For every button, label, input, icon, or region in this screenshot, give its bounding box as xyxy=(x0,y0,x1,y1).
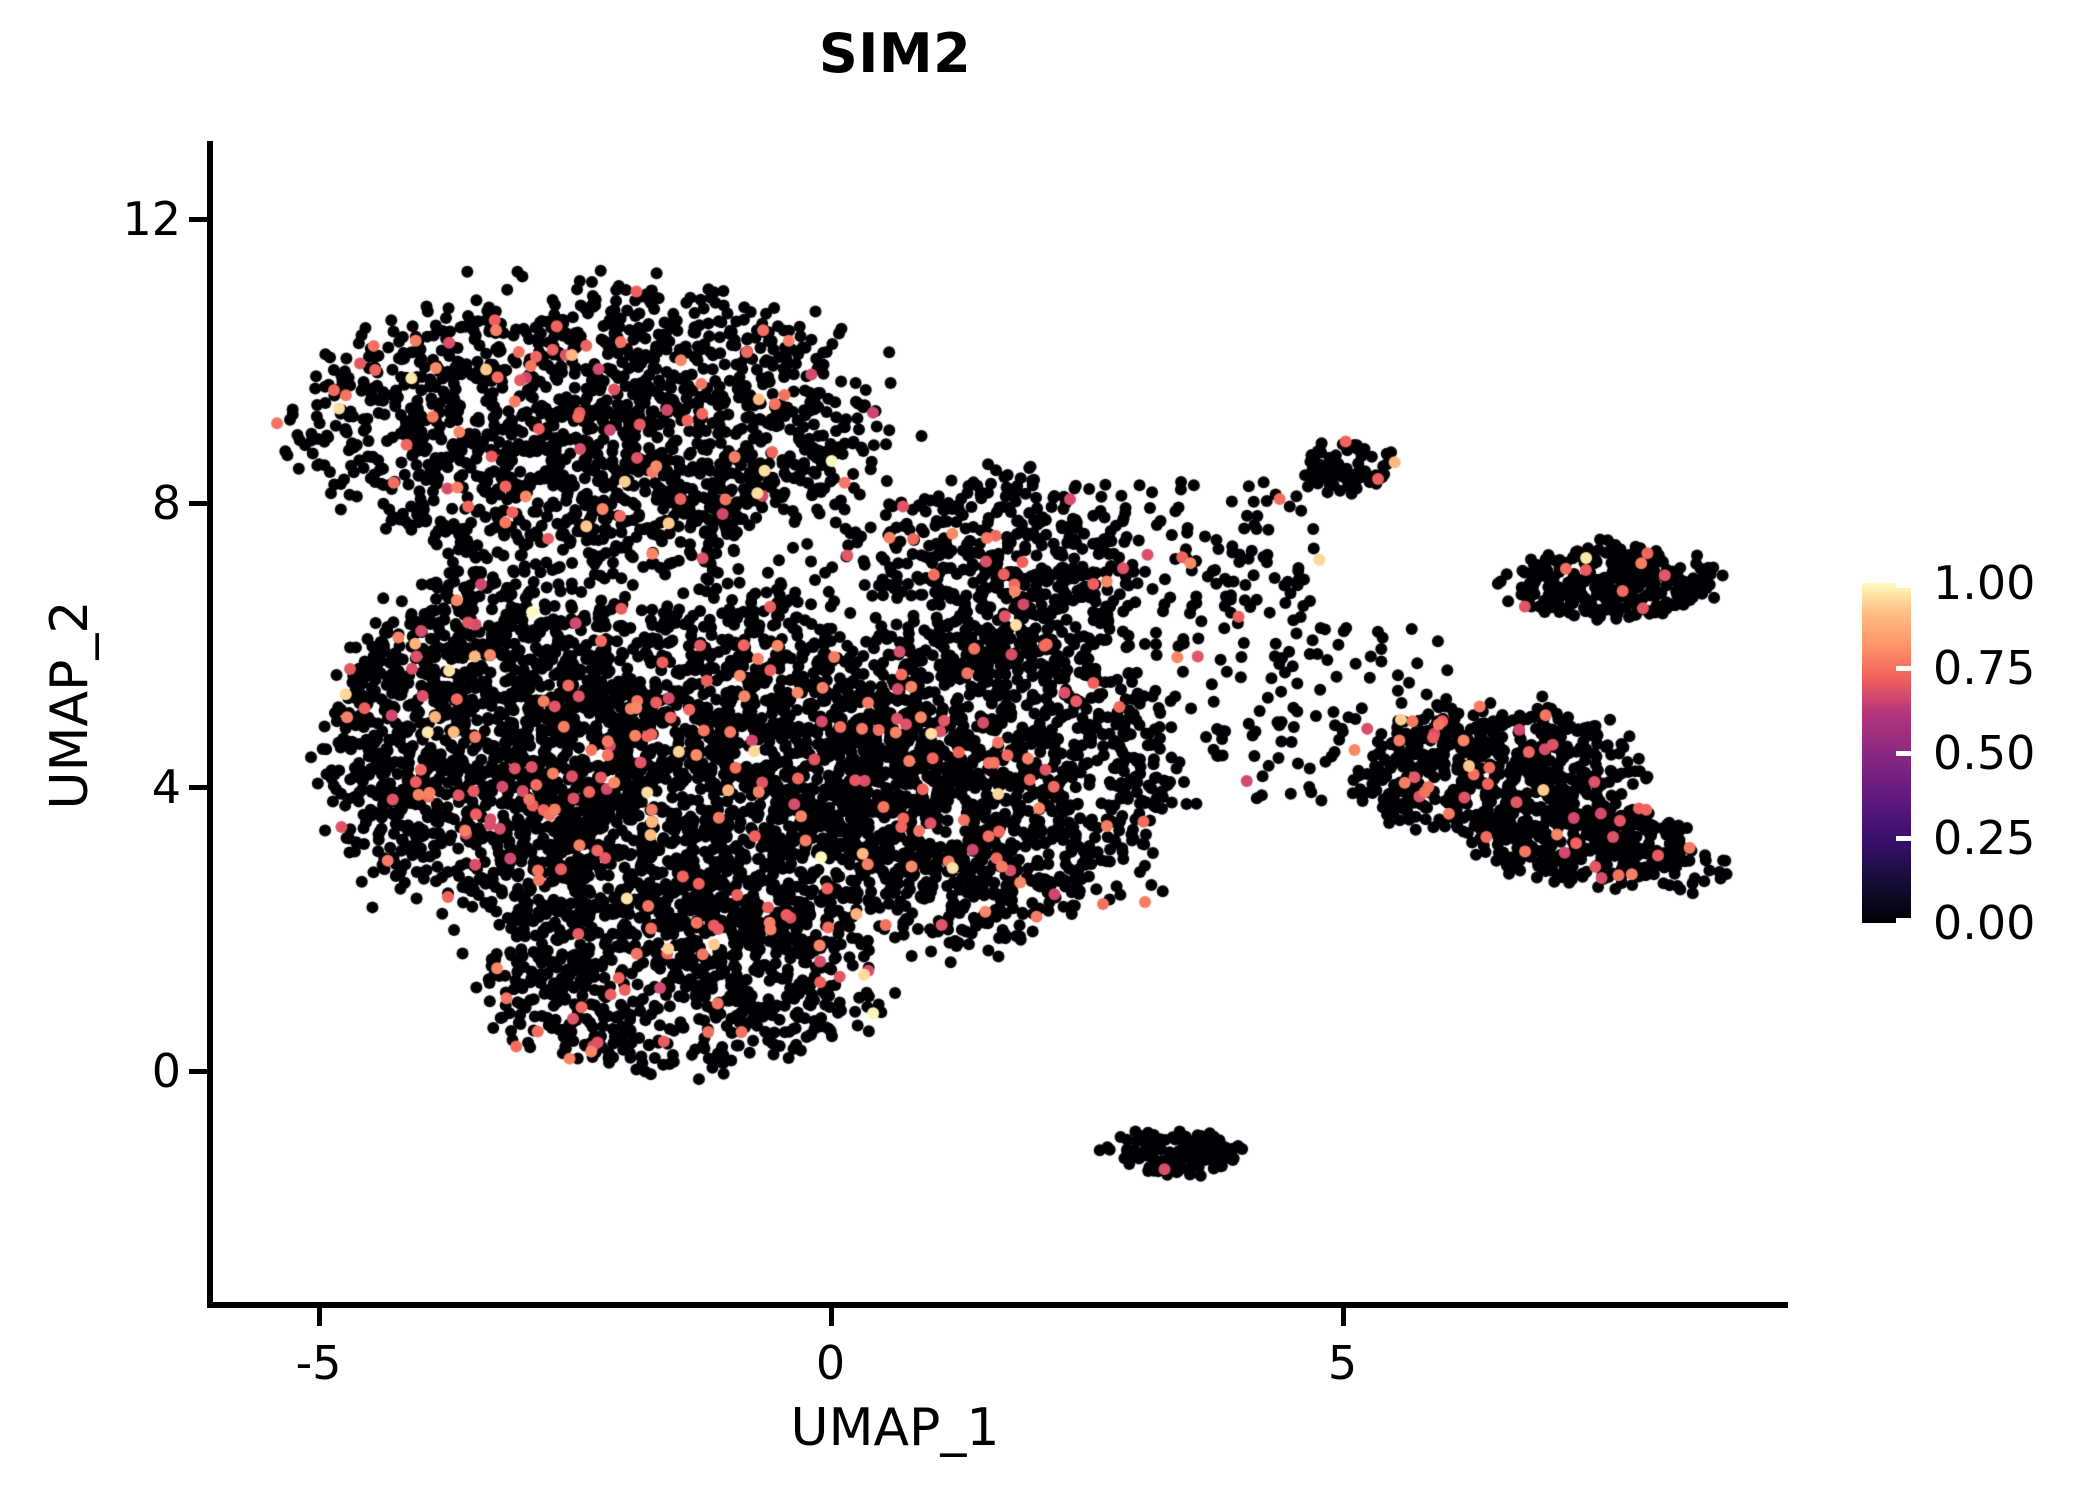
y-tick-label: 4 xyxy=(151,759,181,814)
y-axis-spine xyxy=(207,141,213,1308)
page-title: SIM2 xyxy=(818,22,972,85)
y-axis-label: UMAP_2 xyxy=(40,600,100,810)
colorbar-tick-mark xyxy=(1896,583,1911,588)
colorbar-tick-label: 0.25 xyxy=(1933,811,2036,865)
x-tick-label: 0 xyxy=(815,1336,846,1390)
scatter-plot-area xyxy=(211,141,1788,1305)
colorbar-tick-mark xyxy=(1896,751,1911,756)
scatter-points-canvas xyxy=(211,141,1788,1305)
colorbar-tick-mark xyxy=(1896,918,1911,923)
colorbar-tick-label: 0.75 xyxy=(1933,641,2036,695)
x-axis-label: UMAP_1 xyxy=(790,1398,1000,1458)
y-tick-label: 8 xyxy=(151,475,181,530)
x-tick-mark xyxy=(1340,1308,1346,1326)
colorbar-tick-label: 0.00 xyxy=(1933,896,2036,950)
colorbar-tick-mark xyxy=(1896,666,1911,671)
colorbar-tick-label: 0.50 xyxy=(1933,726,2036,780)
y-tick-mark xyxy=(189,784,207,790)
x-axis-spine xyxy=(207,1302,1788,1308)
y-tick-label: 12 xyxy=(122,192,181,247)
colorbar-tick-mark xyxy=(1896,836,1911,841)
x-tick-label: -5 xyxy=(295,1336,342,1390)
y-tick-label: 0 xyxy=(151,1043,181,1098)
x-tick-label: 5 xyxy=(1327,1336,1358,1390)
y-tick-mark xyxy=(189,500,207,506)
colorbar-legend: 0.00 0.25 0.50 0.75 1.00 xyxy=(1862,556,2092,950)
y-tick-mark xyxy=(189,217,207,223)
x-tick-mark xyxy=(828,1308,834,1326)
colorbar-tick-label: 1.00 xyxy=(1933,556,2036,610)
x-tick-mark xyxy=(316,1308,322,1326)
y-tick-mark xyxy=(189,1068,207,1074)
